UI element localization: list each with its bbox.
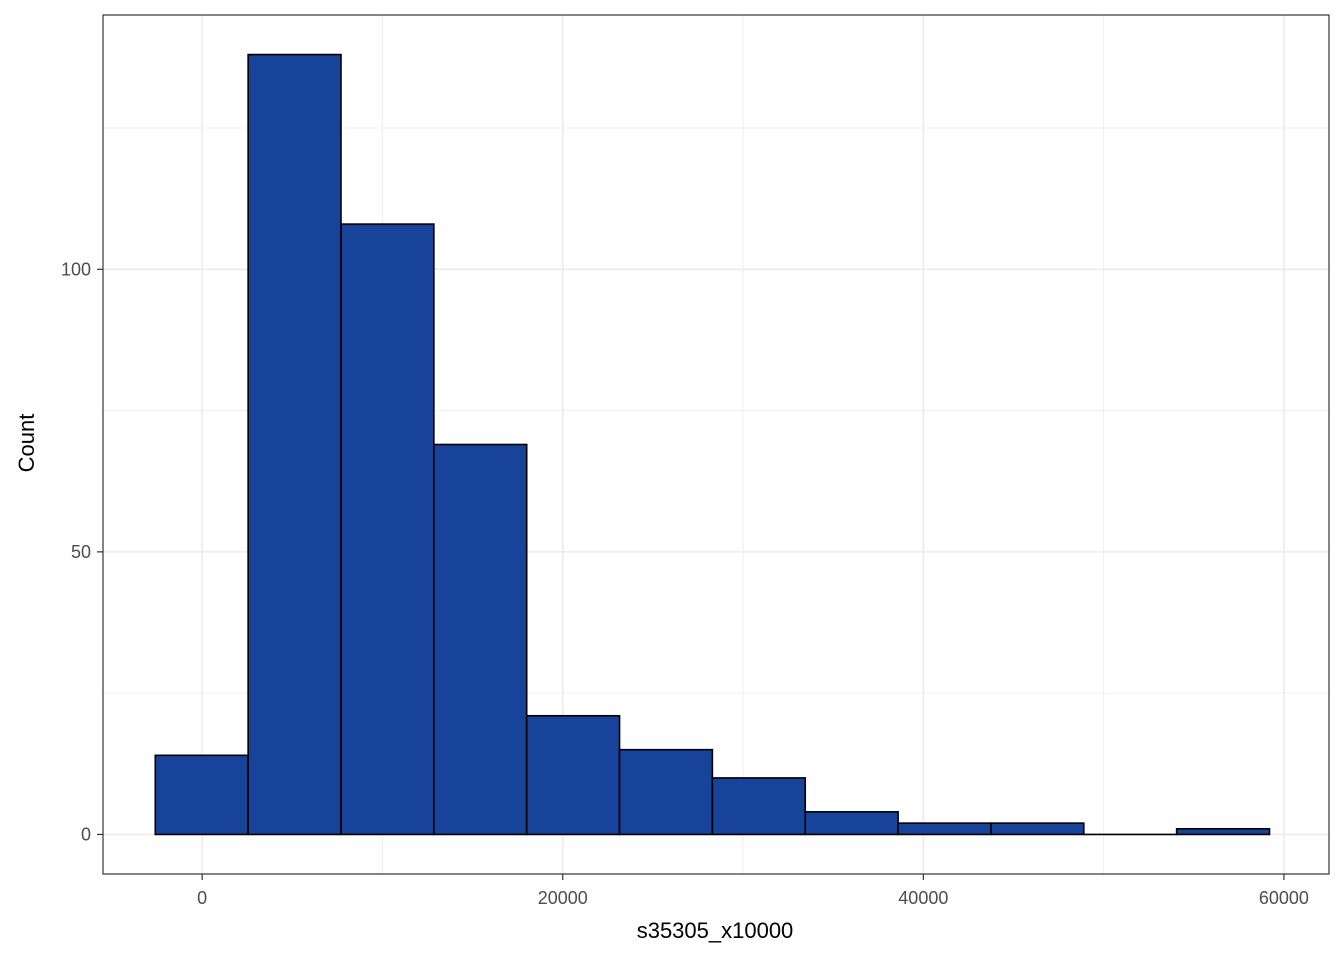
y-tick-label: 50 [71,542,91,562]
histogram-bar [247,53,342,836]
x-axis-ticks: 0 20000 40000 60000 [197,874,1309,908]
x-tick-label: 20000 [538,888,588,908]
histogram-bar [897,822,992,836]
histogram-bars [154,53,1271,836]
x-tick-label: 60000 [1259,888,1309,908]
histogram-bar [525,714,621,836]
histogram-bar [340,223,435,836]
y-tick-label: 100 [61,259,91,279]
y-axis-title: Count [14,414,39,473]
panel-border [102,14,1330,875]
histogram-bar [433,443,528,836]
histogram-bar [804,811,899,836]
histogram-bar [1175,827,1271,836]
histogram-bar [990,822,1085,836]
x-tick-label: 40000 [898,888,948,908]
y-axis-ticks: 0 50 100 [61,259,103,844]
x-axis-title: s35305_x10000 [637,918,794,943]
histogram-bar [618,748,714,836]
x-tick-label: 0 [197,888,207,908]
histogram-bar [711,777,807,836]
y-tick-label: 0 [81,824,91,844]
histogram-bar [154,754,249,836]
